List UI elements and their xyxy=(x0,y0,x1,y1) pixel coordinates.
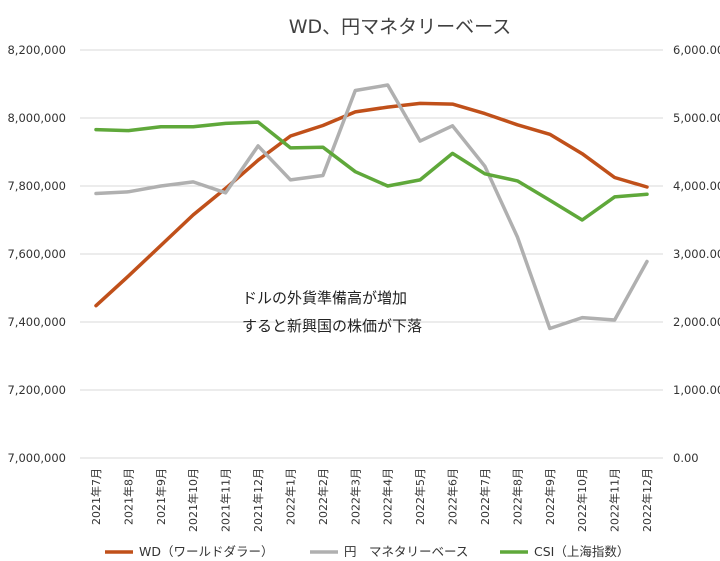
annotation-line-1: ドルの外貨準備高が増加 xyxy=(242,289,407,307)
y-left-tick-label: 7,800,000 xyxy=(7,179,66,193)
x-tick-label: 2022年12月 xyxy=(640,468,654,532)
series-line-2 xyxy=(94,83,649,331)
x-axis-ticks: 2021年7月 2021年8月 2021年9月 2021年10月 2021年11月 202… xyxy=(89,468,654,532)
legend: WD（ワールドダラー） 円 マネタリーベース CSI（上海指数） xyxy=(105,544,629,559)
x-tick-label: 2022年3月 xyxy=(348,468,362,525)
x-tick-label: 2021年11月 xyxy=(219,468,233,532)
y-left-tick-label: 7,400,000 xyxy=(7,315,66,329)
x-tick-label: 2021年10月 xyxy=(186,468,200,532)
x-tick-label: 2021年8月 xyxy=(121,468,135,525)
y-left-tick-label: 7,600,000 xyxy=(7,247,66,261)
y-right-tick-label: 0.00 xyxy=(673,451,699,465)
x-tick-label: 2022年10月 xyxy=(575,468,589,532)
x-tick-label: 2022年6月 xyxy=(446,468,460,525)
x-tick-label: 2022年1月 xyxy=(283,468,297,525)
y-right-tick-label: 1,000.00 xyxy=(673,383,720,397)
y-left-tick-label: 8,200,000 xyxy=(7,43,66,57)
x-tick-label: 2022年7月 xyxy=(478,468,492,525)
legend-label-2: 円 マネタリーベース xyxy=(344,544,468,559)
x-tick-label: 2022年9月 xyxy=(543,468,557,525)
y-right-tick-label: 2,000.00 xyxy=(673,315,720,329)
x-tick-label: 2022年8月 xyxy=(510,468,524,525)
x-tick-label: 2022年2月 xyxy=(316,468,330,525)
x-tick-label: 2022年11月 xyxy=(608,468,622,532)
right-axis-ticks: 0.00 1,000.00 2,000.00 3,000.00 4,000.00 5,00… xyxy=(673,43,720,465)
legend-label-3: CSI（上海指数） xyxy=(534,544,629,559)
x-tick-label: 2022年5月 xyxy=(413,468,427,525)
y-right-tick-label: 6,000.00 xyxy=(673,43,720,57)
chart-title: WD、円マネタリーベース xyxy=(289,16,511,38)
series-line-3 xyxy=(94,120,649,222)
legend-label-1: WD（ワールドダラー） xyxy=(139,544,274,559)
y-left-tick-label: 7,000,000 xyxy=(7,451,66,465)
gridlines xyxy=(80,49,663,459)
x-tick-label: 2022年4月 xyxy=(381,468,395,525)
series-lines xyxy=(94,83,649,331)
y-left-tick-label: 8,000,000 xyxy=(7,111,66,125)
y-right-tick-label: 4,000.00 xyxy=(673,179,720,193)
series-line-1 xyxy=(94,101,649,308)
x-tick-label: 2021年9月 xyxy=(154,468,168,525)
y-right-tick-label: 5,000.00 xyxy=(673,111,720,125)
annotation-line-2: すると新興国の株価が下落 xyxy=(242,317,422,335)
y-left-tick-label: 7,200,000 xyxy=(7,383,66,397)
y-right-tick-label: 3,000.00 xyxy=(673,247,720,261)
left-axis-ticks: 7,000,000 7,200,000 7,400,000 7,600,000 7,80… xyxy=(7,43,66,465)
x-tick-label: 2021年12月 xyxy=(251,468,265,532)
x-tick-label: 2021年7月 xyxy=(89,468,103,525)
